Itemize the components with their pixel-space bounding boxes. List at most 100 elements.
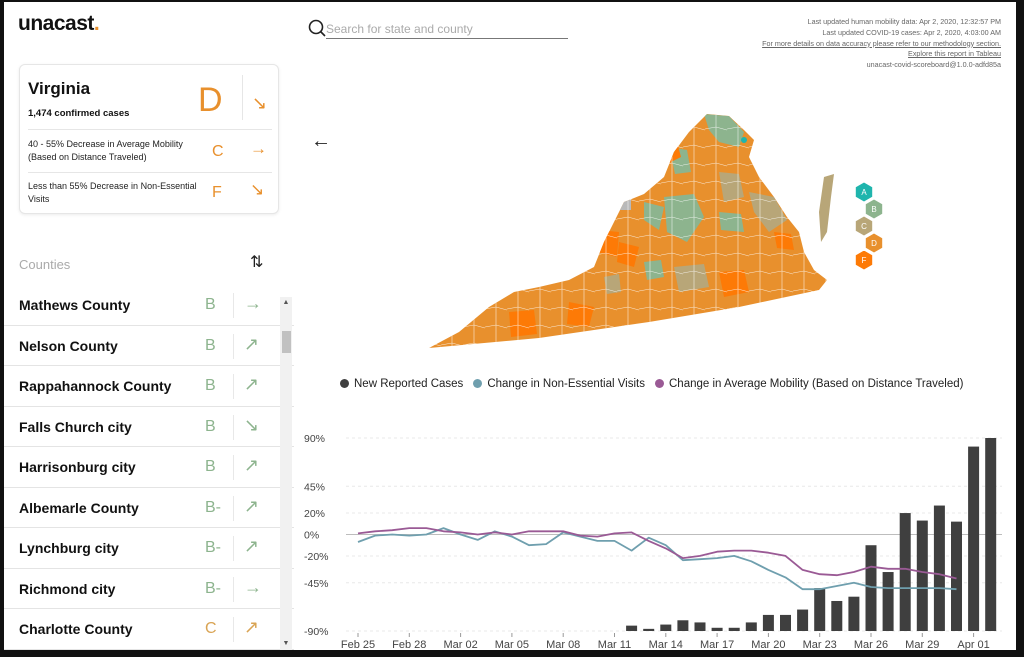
visits-metric-grade: F (212, 184, 222, 201)
tableau-link[interactable]: Explore this report in Tableau (908, 49, 1001, 59)
cases-bar[interactable] (882, 572, 894, 631)
county-row[interactable]: Richmond city B- → (4, 569, 294, 609)
grade-hex-label: D (871, 239, 877, 248)
cases-bar[interactable] (728, 627, 740, 631)
county-grade: B (205, 417, 216, 435)
grade-hex-label: C (861, 222, 867, 231)
search-icon[interactable] (307, 18, 327, 38)
state-summary-card: Virginia 1,474 confirmed cases D ↘ 40 - … (19, 64, 279, 214)
county-name: Mathews County (19, 297, 131, 313)
cases-bar[interactable] (916, 520, 928, 631)
legend-item[interactable]: New Reported Cases (340, 378, 463, 390)
x-tick-label: Mar 26 (854, 639, 888, 650)
county-row[interactable]: Lynchburg city B- ↗ (4, 528, 294, 569)
cases-bar[interactable] (626, 625, 638, 631)
state-name: Virginia (28, 79, 91, 98)
legend-item[interactable]: Change in Average Mobility (Based on Dis… (655, 378, 963, 390)
county-row[interactable]: Mathews County B → (4, 285, 294, 326)
state-trend-arrow-icon: ↘ (252, 93, 268, 113)
cases-bar[interactable] (677, 620, 689, 631)
county-row[interactable]: Charlotte County C ↗ (4, 609, 294, 650)
county-row[interactable]: Falls Church city B ↘ (4, 407, 294, 447)
scroll-thumb[interactable] (282, 331, 291, 353)
y-tick-label: 0% (304, 530, 319, 542)
unacast-logo[interactable]: unacast. (18, 12, 100, 35)
cases-bar[interactable] (899, 513, 911, 631)
y-tick-label: 20% (304, 508, 325, 520)
legend-dot-icon (473, 379, 483, 388)
grade-hex-f (854, 249, 874, 271)
county-grade: B (205, 296, 216, 313)
cases-bar[interactable] (968, 446, 980, 631)
county-grade: C (205, 620, 217, 637)
grade-hex-b (864, 198, 884, 220)
cases-updated-text: Last updated COVID-19 cases: Apr 2, 2020… (822, 27, 1001, 37)
county-grade: B- (205, 498, 221, 516)
mobility-metric-grade: C (212, 143, 224, 160)
cases-bar[interactable] (643, 628, 655, 631)
cases-bar[interactable] (660, 624, 672, 631)
x-tick-label: Mar 05 (495, 639, 529, 650)
cases-bar[interactable] (951, 521, 962, 631)
cases-bar[interactable] (694, 622, 706, 631)
search-input[interactable] (326, 19, 568, 39)
visits-trend-arrow-icon: ↘ (250, 180, 265, 199)
y-tick-label: 90% (304, 433, 325, 445)
county-name: Falls Church city (19, 418, 132, 435)
virginia-map[interactable] (419, 102, 839, 352)
cases-bar[interactable] (814, 588, 826, 631)
y-tick-label: -20% (304, 551, 329, 563)
mobility-trend-arrow-icon: → (250, 139, 267, 158)
y-tick-label: 45% (304, 481, 325, 493)
trend-arrow-icon: → (244, 576, 262, 597)
county-list-scrollbar[interactable]: ▲ ▼ (280, 297, 292, 650)
cases-bar[interactable] (933, 505, 945, 631)
cases-bar[interactable] (762, 614, 774, 631)
cases-bar[interactable] (711, 627, 723, 631)
county-name: Charlotte County (19, 621, 133, 637)
county-name: Rappahannock County (19, 378, 172, 394)
x-tick-label: Feb 28 (392, 639, 426, 650)
methodology-link[interactable]: For more details on data accuracy please… (762, 38, 1001, 48)
trend-arrow-icon: ↗ (244, 374, 260, 394)
cases-bar[interactable] (780, 614, 791, 631)
cases-bar[interactable] (865, 545, 877, 631)
county-grade: B (205, 336, 216, 354)
trend-arrow-icon: → (244, 293, 262, 313)
county-grade: B- (205, 539, 221, 556)
counties-heading: Counties (19, 257, 71, 272)
trend-arrow-icon: ↗ (244, 455, 260, 475)
visits-metric-text: Less than 55% Decrease in Non-Essential … (28, 181, 197, 204)
sort-icon[interactable]: ⇅ (250, 254, 264, 271)
legend-label: Change in Non-Essential Visits (487, 378, 645, 390)
y-tick-label: -45% (304, 578, 329, 590)
scroll-down-icon[interactable]: ▼ (282, 640, 290, 647)
county-row[interactable]: Harrisonburg city B ↗ (4, 447, 294, 488)
visits-line[interactable] (357, 527, 957, 591)
legend-item[interactable]: Change in Non-Essential Visits (473, 378, 645, 390)
cases-bar[interactable] (985, 438, 997, 631)
county-row[interactable]: Rappahannock County B ↗ (4, 366, 294, 407)
mobility-line[interactable] (357, 527, 957, 580)
app-frame: unacast. Virginia 1,474 confirmed cases … (4, 2, 1016, 650)
back-arrow-icon[interactable]: ← (311, 130, 331, 152)
cases-bar[interactable] (745, 622, 757, 631)
county-grade: B (205, 458, 216, 475)
legend-dot-icon (340, 379, 349, 388)
county-row[interactable]: Nelson County B ↗ (4, 326, 294, 366)
x-tick-label: Mar 29 (905, 639, 939, 650)
cases-bar[interactable] (848, 596, 860, 631)
cases-bar[interactable] (797, 609, 809, 631)
mobility-chart[interactable]: 90% 45% 20% 0% -20% -45% -90% Feb 25 Feb 28 Mar 0… (294, 420, 1006, 650)
county-list: Mathews County B → Nelson County B ↗ Rap… (4, 285, 294, 650)
scroll-up-icon[interactable]: ▲ (282, 299, 290, 306)
county-row[interactable]: Albemarle County B- ↗ (4, 488, 294, 528)
trend-arrow-icon: ↗ (244, 617, 260, 637)
county-grade: B- (205, 579, 221, 597)
cases-bar[interactable] (831, 600, 843, 631)
state-confirmed-cases: 1,474 confirmed cases (28, 108, 130, 119)
trend-arrow-icon: ↘ (244, 414, 260, 435)
x-tick-label: Feb 25 (341, 639, 375, 650)
grade-hex-label: B (871, 205, 876, 214)
